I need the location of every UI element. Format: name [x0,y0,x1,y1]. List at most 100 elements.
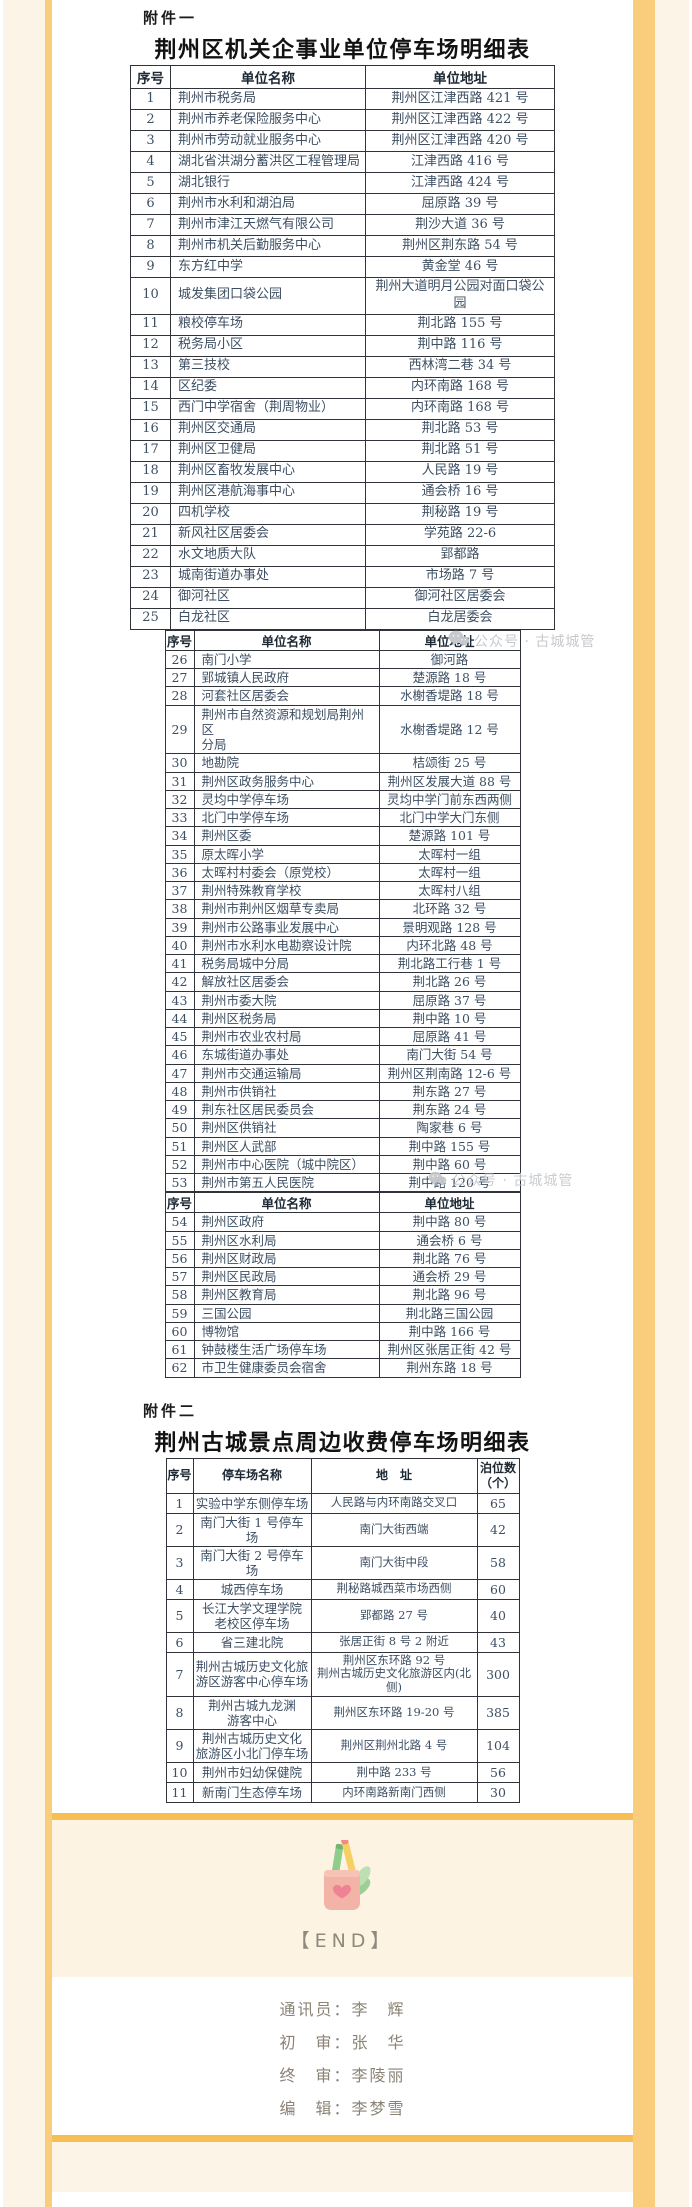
table-cell: 北门中学大门东侧 [378,808,521,828]
table-cell: 南门大街西端 [310,1512,478,1547]
table-cell: 荆中路 155 号 [378,1136,521,1156]
table-cell: 北环路 32 号 [378,899,521,919]
table-row: 33 北门中学停车场 北门中学大门东侧 [164,808,521,828]
table-cell: 33 [164,808,195,828]
table-cell: 35 [164,844,195,864]
table-1-title: 荆州区机关企事业单位停车场明细表 [154,37,531,63]
table-cell: 新南门生态停车场 [192,1781,312,1803]
table-header-row: 序号 单位名称 单位地址 [130,65,555,89]
table-row: 4 城西停车场 荆秘路城西菜市场西侧 60 [165,1578,520,1600]
table-cell: 区纪委 [170,376,366,399]
table-cell: 江津西路 416 号 [365,151,555,173]
col-header-unit-address: 单位地址 [378,1192,521,1214]
table-cell: 水文地质大队 [170,544,366,567]
document-body: 附件一 荆州区机关企事业单位停车场明细表 序号 单位名称 单位地址 1 荆州市税务… [52,0,633,1813]
table-row: 10 城发集团口袋公园 荆州大道明月公园对面口袋公 园 [130,277,555,315]
table-cell: 原太晖小学 [193,844,380,864]
fee-parking-table: 序号 停车场名称 地 址 泊位数 （个） 1 实验中学东侧停车场 人民路与内环南路交… [165,1457,520,1803]
table-cell: 40 [164,935,195,956]
table-cell: 荆州东路 18 号 [378,1358,521,1378]
table-cell: 桔颂街 25 号 [378,753,521,773]
table-cell: 荆州区民政局 [193,1267,380,1287]
credit-correspondent: 通讯员：李 辉 [279,2000,406,2019]
table-cell: 荆州区东环路 92 号 荆州古城历史文化旅游区内(北侧) [310,1651,478,1697]
table-cell: 5 [130,172,171,194]
table-cell: 荆州区发展大道 88 号 [378,771,521,791]
table-row: 44 荆州区税务局 荆中路 10 号 [164,1008,521,1029]
table-cell: 荆北路工行巷 1 号 [378,954,521,974]
table-cell: 8 [130,235,171,257]
table-cell: 荆州区卫健局 [170,439,366,462]
table-cell: 2 [165,1512,194,1547]
table-row: 17 荆州区卫健局 荆北路 51 号 [130,439,555,462]
table-row: 20 四机学校 荆秘路 19 号 [130,502,555,525]
table-cell: 西门中学宿舍（荆周物业） [170,397,366,420]
table-cell: 白龙居委会 [365,607,555,630]
end-label: 【END】 [290,1930,395,1952]
col-header-index: 序号 [164,629,195,651]
table-cell: 荆北路 51 号 [365,439,555,462]
credits-section: 通讯员：李 辉 初 审：张 华 终 审：李陵丽 编 辑：李梦雪 [52,1977,633,2135]
table-cell: 9 [165,1728,194,1763]
table-cell: 62 [164,1358,195,1378]
table-cell: 16 [130,418,171,441]
table-cell: 6 [130,193,171,215]
credit-final-review: 终 审：李陵丽 [279,2066,406,2085]
table-cell: 60 [164,1321,195,1342]
table-cell: 内环南路 168 号 [365,397,555,420]
table-cell: 郢都路 27 号 [310,1598,478,1633]
table-cell: 荆州市水利水电勘察设计院 [193,935,380,956]
attachment-1-label: 附件一 [143,9,198,27]
table-cell: 荆州区江津西路 422 号 [365,109,555,131]
table-row: 24 御河社区 御河社区居委会 [130,586,555,609]
table-cell: 江津西路 424 号 [365,172,555,194]
table-row: 5 湖北银行 江津西路 424 号 [130,172,555,194]
table-row: 47 荆州市交通运输局 荆州区荆南路 12-6 号 [164,1063,521,1083]
table-cell: 新风社区居委会 [170,523,366,546]
table-cell: 荆北路 26 号 [378,972,521,992]
table-cell: 荆州特殊教育学校 [193,881,380,901]
attachment-2-label: 附件二 [143,1401,198,1420]
table-cell: 荆沙大道 36 号 [365,214,555,236]
table-cell: 荆中路 10 号 [378,1008,521,1029]
pencil-cup-icon [312,1837,374,1920]
col-header-unit-address: 单位地址 [365,65,555,89]
table-cell: 荆州区江津西路 420 号 [365,130,555,152]
table-row: 36 太晖村村委会（原党校） 太晖村一组 [164,862,521,883]
table-cell: 荆中路 120 号 [378,1173,521,1193]
table-cell: 42 [476,1512,520,1547]
table-cell: 荆中路 60 号 [378,1154,521,1175]
table-cell: 10 [130,277,171,315]
table-cell: 52 [164,1154,195,1175]
table-cell: 荆州区政务服务中心 [193,771,380,791]
table-cell: 8 [165,1695,194,1730]
table-cell: 46 [164,1045,195,1065]
table-cell: 粮校停车场 [170,313,366,336]
table-cell: 4 [165,1578,194,1600]
table-cell: 1 [165,1492,194,1514]
table-cell: 荆州市养老保险服务中心 [170,109,366,131]
table-row: 25 白龙社区 白龙居委会 [130,607,555,630]
table-row: 32 灵均中学停车场 灵均中学门前东西两侧 [164,789,521,810]
table-cell: 湖北银行 [170,172,366,194]
table-row: 35 原太晖小学 太晖村一组 [164,844,521,864]
table-row: 53 荆州市第五人民医院 荆中路 120 号 [164,1173,521,1193]
credit-editor: 编 辑：李梦雪 [279,2099,406,2118]
footer-white-strip [52,2192,633,2207]
table-cell: 14 [130,376,171,399]
table-cell: 荆州市机关后勤服务中心 [170,235,366,257]
table-row: 29 荆州市自然资源和规划局荆州区 分局 水榭香堤路 12 号 [164,704,521,755]
table-row: 7 荆州市津江天燃气有限公司 荆沙大道 36 号 [130,214,555,236]
table-row: 2 南门大街 1 号停车场 南门大街西端 42 [165,1512,520,1547]
table-cell: 11 [165,1781,194,1803]
table-cell: 荆州区供销社 [193,1118,380,1138]
table-cell: 第三技校 [170,355,366,378]
table-cell: 湖北省洪湖分蓄洪区工程管理局 [170,151,366,173]
table-cell: 太晖村一组 [378,844,521,864]
table-row: 4 湖北省洪湖分蓄洪区工程管理局 江津西路 416 号 [130,151,555,173]
table-cell: 61 [164,1340,195,1360]
table-cell: 4 [130,151,171,173]
table-cell: 省三建北院 [192,1631,312,1653]
col-header-unit-name: 单位名称 [193,1192,380,1214]
col-header-address: 地 址 [310,1457,478,1494]
